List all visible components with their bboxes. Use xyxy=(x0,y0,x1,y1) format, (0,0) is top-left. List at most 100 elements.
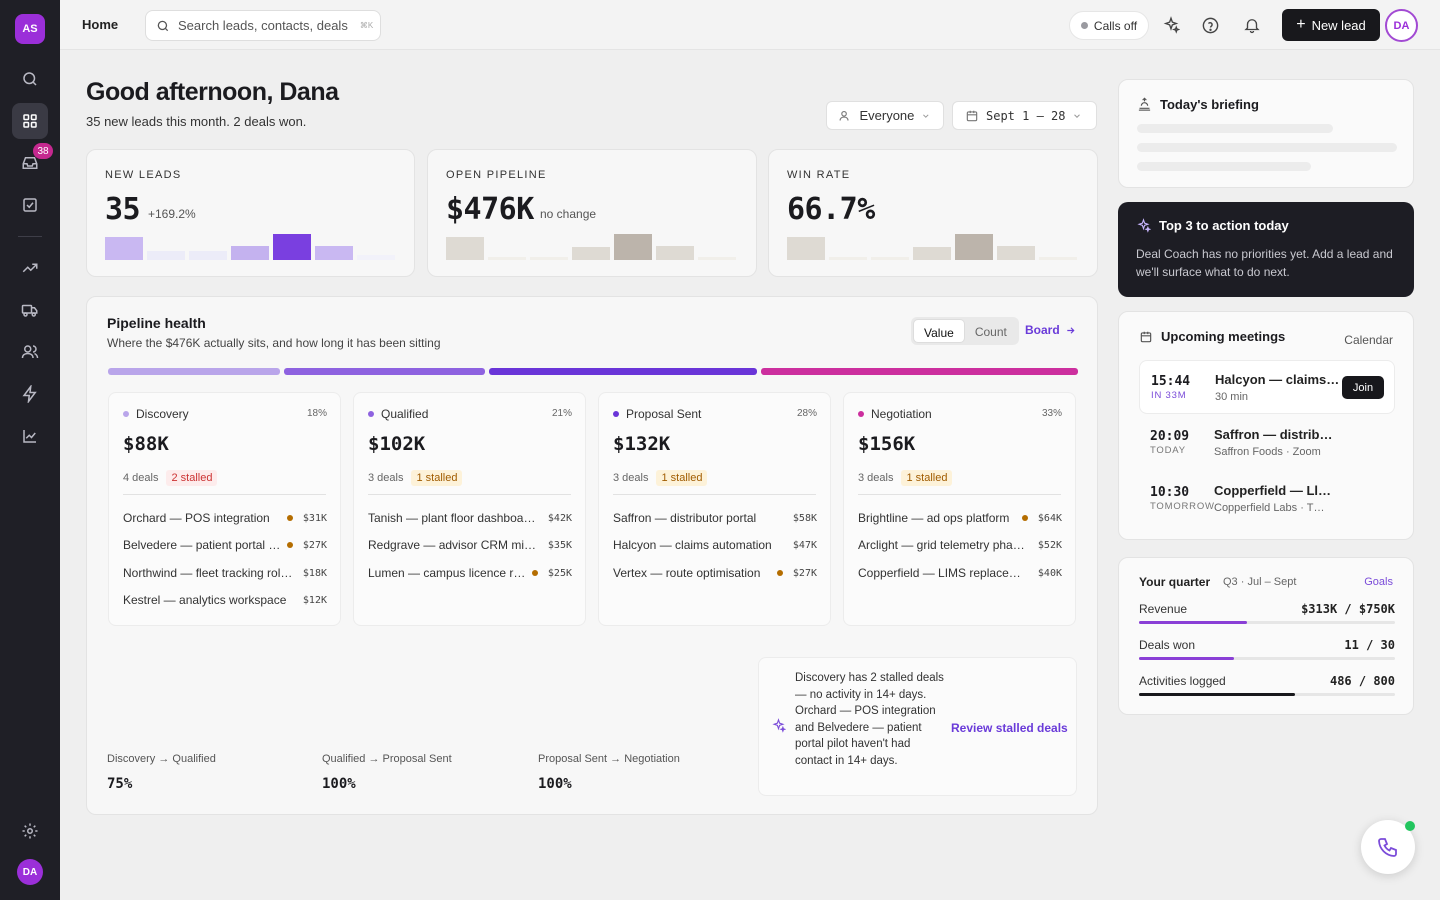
deal-row[interactable]: Orchard — POS integration $31K xyxy=(123,511,327,525)
topbar: Home Search leads, contacts, deals ⌘K Ca… xyxy=(60,0,1440,50)
meeting-relative: IN 33M xyxy=(1151,390,1187,401)
stage-share: 18% xyxy=(306,408,327,419)
meeting-time: 15:44 xyxy=(1151,374,1191,389)
nav-tasks-icon[interactable] xyxy=(12,187,48,223)
new-lead-label: New lead xyxy=(1311,17,1366,33)
nav-settings-icon[interactable] xyxy=(12,813,48,849)
stalled-badge: 1 stalled xyxy=(901,470,953,486)
calls-label: Calls off xyxy=(1093,18,1138,33)
deal-row[interactable]: Belvedere — patient portal pilot $27K xyxy=(123,538,327,552)
inbox-badge: 38 xyxy=(33,143,53,159)
stat-label: WIN RATE xyxy=(787,169,851,181)
stat-value: $476K xyxy=(446,192,534,227)
toggle-value[interactable]: Value xyxy=(913,319,965,343)
join-button[interactable]: Join xyxy=(1342,376,1384,399)
toggle-count[interactable]: Count xyxy=(974,325,1007,339)
quarter-row-deals: Deals won 11 / 30 xyxy=(1139,638,1395,652)
search-input[interactable]: Search leads, contacts, deals ⌘K xyxy=(145,10,381,41)
deal-row[interactable]: Northwind — fleet tracking rollout $18K xyxy=(123,566,327,580)
topbar-avatar[interactable]: DA xyxy=(1385,9,1418,42)
sparkbar xyxy=(189,251,227,260)
deal-row[interactable]: Copperfield — LIMS replacement $40K xyxy=(858,566,1062,580)
deal-row[interactable]: Tanish — plant floor dashboards $42K xyxy=(368,511,572,525)
sparkbar xyxy=(446,237,484,260)
quarter-period: Q3 · Jul – Sept xyxy=(1223,576,1297,588)
workspace-logo[interactable]: AS xyxy=(15,14,45,44)
top-actions-card: Top 3 to action today Deal Coach has no … xyxy=(1118,202,1414,297)
user-avatar[interactable]: DA xyxy=(17,859,43,885)
deal-row[interactable]: Vertex — route optimisation $27K xyxy=(613,566,817,580)
stage-card-discovery[interactable]: Discovery 18% $88K 4 deals 2 stalled Orch… xyxy=(108,392,341,626)
deal-row[interactable]: Arclight — grid telemetry phase 2 $52K xyxy=(858,538,1062,552)
deal-row[interactable]: Lumen — campus licence renewal$25K xyxy=(368,566,572,580)
calls-toggle[interactable]: Calls off xyxy=(1069,11,1149,40)
stat-card-new-leads[interactable]: NEW LEADS 35 +169.2% xyxy=(86,149,415,277)
stage-card-qualified[interactable]: Qualified 21% $102K 3 deals 1 stalled Tan… xyxy=(353,392,586,626)
nav-dashboard-icon[interactable] xyxy=(12,103,48,139)
help-icon[interactable] xyxy=(1198,13,1222,37)
nav-reports-icon[interactable] xyxy=(12,418,48,454)
meeting-item[interactable]: 15:44 IN 33M Halcyon — claims… 30 min Jo… xyxy=(1139,360,1395,414)
goals-link[interactable]: Goals xyxy=(1364,576,1393,588)
stalled-dot xyxy=(1022,515,1028,521)
owner-filter[interactable]: Everyone xyxy=(826,101,944,130)
meetings-title: Upcoming meetings xyxy=(1139,329,1285,344)
meeting-item[interactable]: 10:30 TOMORROW Copperfield — Ll… Copperf… xyxy=(1139,472,1395,526)
deal-row[interactable]: Kestrel — analytics workspace $12K xyxy=(123,593,327,607)
board-label: Board xyxy=(1025,323,1060,337)
sparkle-icon[interactable] xyxy=(1159,13,1183,37)
nav-automations-icon[interactable] xyxy=(12,376,48,412)
meeting-title: Copperfield — Ll… xyxy=(1214,483,1331,498)
sunrise-icon xyxy=(1138,97,1151,111)
sparkbars xyxy=(787,232,1083,260)
quarter-title: Your quarter xyxy=(1139,575,1211,589)
meeting-time: 20:09 xyxy=(1150,429,1190,444)
nav-search-icon[interactable] xyxy=(12,61,48,97)
deal-row[interactable]: Brightline — ad ops platform $64K xyxy=(858,511,1062,525)
calendar-link[interactable]: Calendar xyxy=(1344,333,1393,347)
stalled-dot xyxy=(287,542,293,548)
quarter-card: Your quarter Q3 · Jul – Sept Goals Reven… xyxy=(1118,557,1414,715)
sidebar-divider xyxy=(18,236,42,237)
sparkle-icon xyxy=(1137,218,1151,233)
conversion-value: 100% xyxy=(322,776,356,792)
review-stalled-link[interactable]: Review stalled deals xyxy=(951,721,1068,735)
nav-delivery-icon[interactable] xyxy=(12,292,48,328)
calendar-icon xyxy=(1140,331,1152,342)
sparkbar xyxy=(997,246,1035,260)
conversion-value: 100% xyxy=(538,776,572,792)
meeting-title: Saffron — distrib… xyxy=(1214,427,1333,442)
calls-status-dot xyxy=(1080,22,1088,29)
bell-icon[interactable] xyxy=(1240,13,1264,37)
stage-card-negotiation[interactable]: Negotiation 33% $156K 3 deals 1 stalled B… xyxy=(843,392,1076,626)
date-filter[interactable]: Sept 1 – 28 xyxy=(952,101,1097,130)
sparkbar xyxy=(231,246,269,260)
breadcrumb-home[interactable]: Home xyxy=(82,17,119,32)
meeting-title: Halcyon — claims… xyxy=(1215,372,1340,387)
new-lead-button[interactable]: + New lead xyxy=(1282,9,1380,41)
sparkbar xyxy=(105,237,143,260)
briefing-title: Today's briefing xyxy=(1137,97,1259,112)
meeting-item[interactable]: 20:09 TODAY Saffron — distrib… Saffron F… xyxy=(1139,416,1395,470)
stage-deals: 4 deals 2 stalled xyxy=(123,470,218,486)
stat-card-win-rate[interactable]: WIN RATE 66.7% xyxy=(768,149,1098,277)
board-link[interactable]: Board xyxy=(1025,323,1076,337)
nav-contacts-icon[interactable] xyxy=(12,334,48,370)
stat-label: NEW LEADS xyxy=(105,169,182,181)
stalled-insight: Discovery has 2 stalled deals — no activ… xyxy=(758,657,1077,796)
nav-trends-icon[interactable] xyxy=(12,250,48,286)
sidebar: AS 38 DA xyxy=(0,0,60,900)
deal-row[interactable]: Saffron — distributor portal $58K xyxy=(613,511,817,525)
stat-change: no change xyxy=(540,207,597,221)
deal-row[interactable]: Halcyon — claims automation $47K xyxy=(613,538,817,552)
stat-card-open-pipeline[interactable]: OPEN PIPELINE $476K no change xyxy=(427,149,757,277)
sparkbar xyxy=(273,234,311,260)
nav-inbox-icon[interactable] xyxy=(12,145,48,181)
sparkbar xyxy=(913,247,951,260)
briefing-skeleton xyxy=(1137,124,1333,133)
pipeline-subtitle: Where the $476K actually sits, and how l… xyxy=(107,336,441,350)
sparkbar xyxy=(698,257,736,260)
deal-row[interactable]: Redgrave — advisor CRM migration$35K xyxy=(368,538,572,552)
stage-card-proposal-sent[interactable]: Proposal Sent 28% $132K 3 deals 1 stalled… xyxy=(598,392,831,626)
stage-value: $132K xyxy=(613,433,671,455)
